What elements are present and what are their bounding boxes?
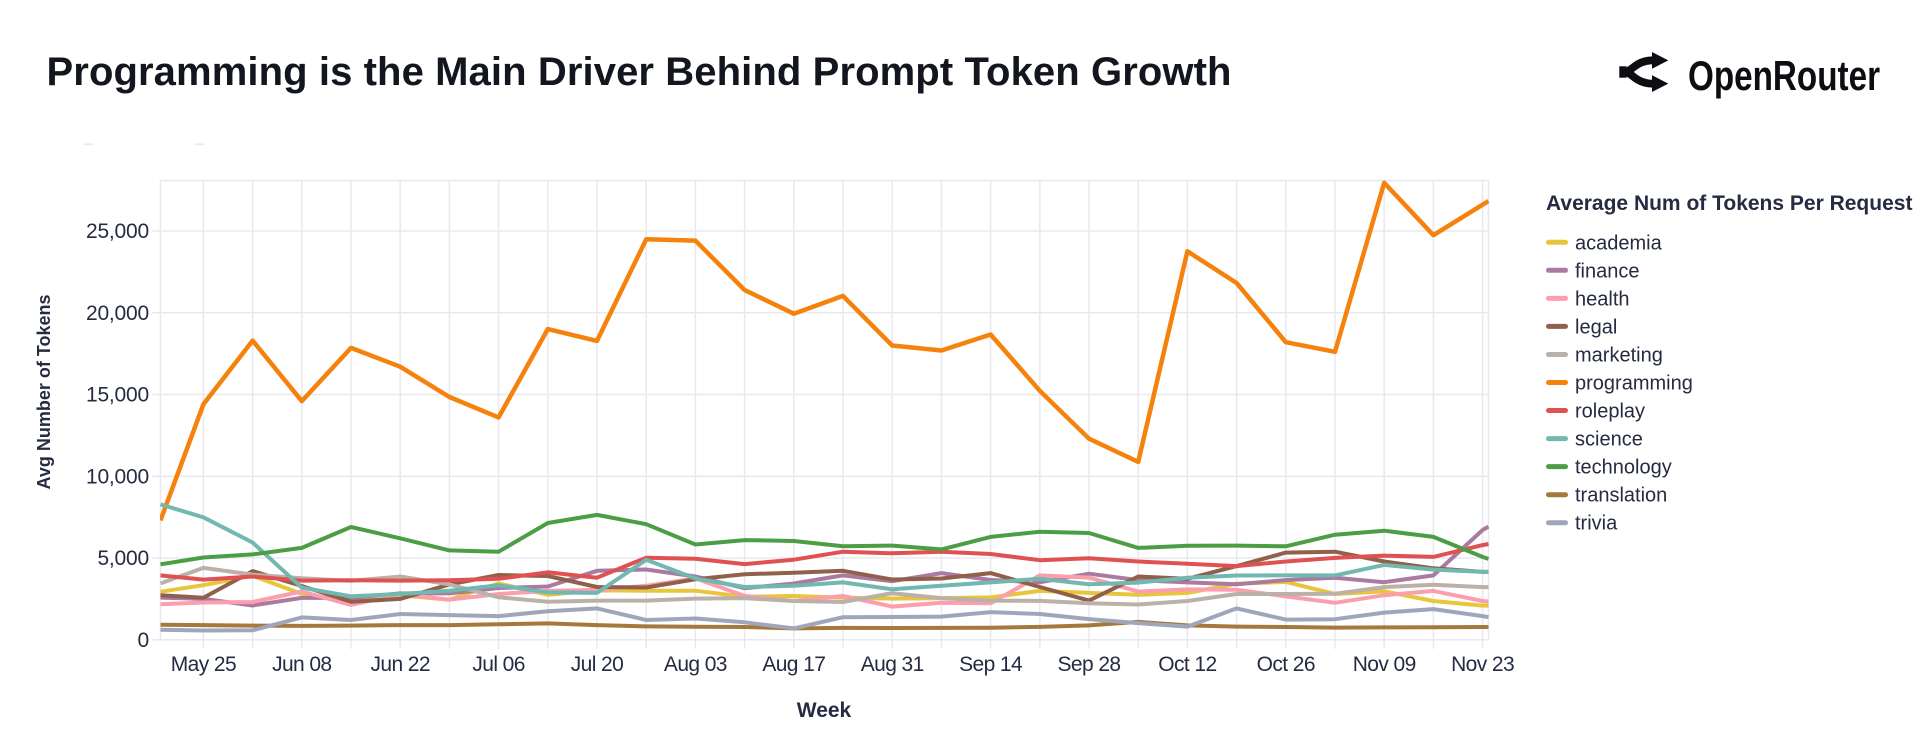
svg-text:Sep 28: Sep 28 bbox=[1058, 653, 1121, 676]
svg-text:0: 0 bbox=[138, 629, 149, 652]
svg-text:Oct 26: Oct 26 bbox=[1257, 653, 1315, 676]
svg-text:Programming is the Main Driver: Programming is the Main Driver Behind Pr… bbox=[47, 50, 1232, 94]
svg-text:Sep 14: Sep 14 bbox=[959, 653, 1023, 676]
svg-text:science: science bbox=[1575, 429, 1643, 451]
svg-text:academia: academia bbox=[1575, 232, 1663, 254]
svg-text:10,000: 10,000 bbox=[86, 465, 149, 488]
svg-text:translation: translation bbox=[1575, 485, 1667, 507]
svg-text:Week: Week bbox=[797, 699, 852, 722]
svg-text:Jul 20: Jul 20 bbox=[571, 653, 623, 676]
svg-text:May 25: May 25 bbox=[171, 653, 236, 676]
svg-text:Nov 09: Nov 09 bbox=[1353, 653, 1416, 676]
svg-text:20,000: 20,000 bbox=[86, 302, 149, 325]
svg-text:25,000: 25,000 bbox=[86, 220, 149, 243]
svg-text:Average Num of Tokens Per Requ: Average Num of Tokens Per Request bbox=[1546, 192, 1912, 215]
svg-text:Jun 22: Jun 22 bbox=[370, 653, 429, 676]
svg-text:trivia: trivia bbox=[1575, 513, 1618, 535]
svg-text:Aug 17: Aug 17 bbox=[762, 653, 825, 676]
svg-text:roleplay: roleplay bbox=[1575, 401, 1645, 423]
svg-text:Aug 31: Aug 31 bbox=[861, 653, 924, 676]
svg-text:Aug 03: Aug 03 bbox=[664, 653, 727, 676]
svg-text:5,000: 5,000 bbox=[97, 547, 149, 570]
svg-text:Oct 12: Oct 12 bbox=[1158, 653, 1216, 676]
svg-text:15,000: 15,000 bbox=[86, 384, 149, 407]
svg-text:finance: finance bbox=[1575, 260, 1640, 282]
svg-text:Avg Number of Tokens: Avg Number of Tokens bbox=[34, 294, 54, 489]
svg-text:OpenRouter: OpenRouter bbox=[1688, 52, 1880, 99]
svg-text:legal: legal bbox=[1575, 316, 1617, 338]
svg-text:marketing: marketing bbox=[1575, 345, 1663, 367]
svg-text:Jul 06: Jul 06 bbox=[472, 653, 524, 676]
svg-text:programming: programming bbox=[1575, 373, 1693, 395]
svg-text:Jun 08: Jun 08 bbox=[272, 653, 331, 676]
svg-text:technology: technology bbox=[1575, 457, 1672, 479]
svg-text:health: health bbox=[1575, 288, 1630, 310]
svg-text:Nov 23: Nov 23 bbox=[1451, 653, 1514, 676]
